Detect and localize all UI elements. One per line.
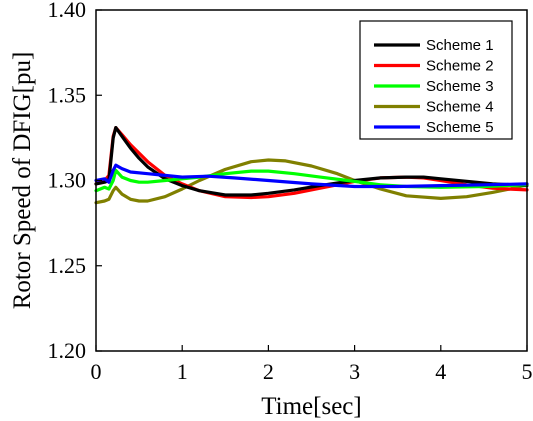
y-tick-label: 1.30 xyxy=(48,168,87,193)
x-tick-label: 2 xyxy=(263,359,274,384)
x-tick-label: 4 xyxy=(435,359,446,384)
legend-label-1: Scheme 1 xyxy=(426,37,494,54)
series-layer xyxy=(94,125,529,205)
legend: Scheme 1 Scheme 2 Scheme 3 Scheme 4 Scheme 5 xyxy=(359,20,513,140)
y-tick-label: 1.40 xyxy=(48,0,87,22)
x-tick-label: 0 xyxy=(91,359,102,384)
legend-label-2: Scheme 2 xyxy=(426,58,494,75)
x-tick-label: 3 xyxy=(349,359,360,384)
legend-box xyxy=(359,20,513,140)
legend-label-3: Scheme 3 xyxy=(426,78,494,95)
legend-label-5: Scheme 5 xyxy=(426,119,494,136)
x-axis-label: Time[sec] xyxy=(261,393,361,420)
y-tick-label: 1.35 xyxy=(48,82,87,107)
tick-marks xyxy=(95,9,528,352)
y-tick-label: 1.25 xyxy=(48,253,87,278)
y-tick-label: 1.20 xyxy=(48,338,87,363)
series-line-5 xyxy=(94,163,529,189)
series-line-1 xyxy=(94,125,529,197)
x-tick-label: 5 xyxy=(522,359,533,384)
x-axis-tick-labels: 0 1 2 3 4 5 xyxy=(91,359,533,384)
legend-label-4: Scheme 4 xyxy=(426,99,494,116)
x-tick-label: 1 xyxy=(177,359,188,384)
series-line-4 xyxy=(94,158,529,205)
y-axis-label: Rotor Speed of DFIG[pu] xyxy=(9,52,36,310)
y-axis-tick-labels: 1.20 1.25 1.30 1.35 1.40 xyxy=(48,0,87,363)
